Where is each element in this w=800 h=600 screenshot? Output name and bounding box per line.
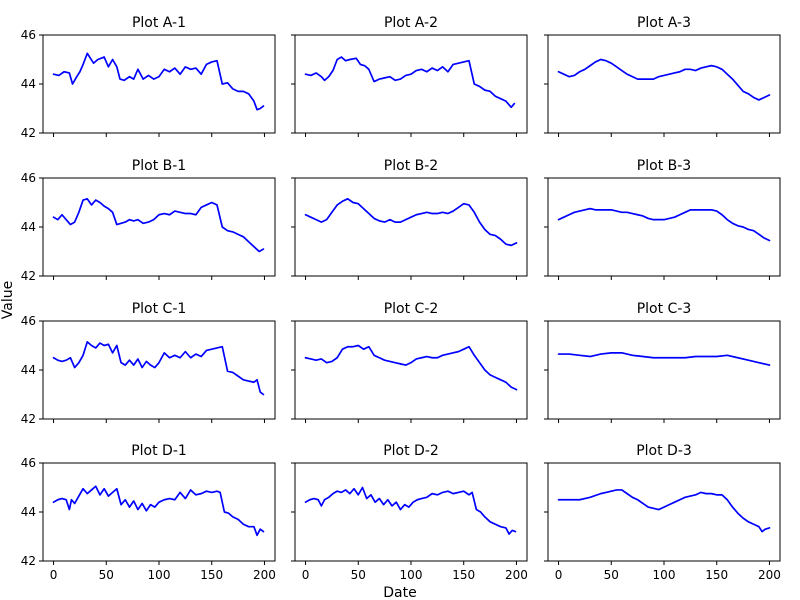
x-tick-label: 150	[200, 568, 223, 582]
series-line	[52, 197, 265, 253]
x-tick-label: 100	[653, 568, 676, 582]
x-tick-label: 0	[555, 568, 563, 582]
subplot-title: Plot D-3	[636, 443, 692, 459]
subplot-plot-b-2: Plot B-2	[291, 158, 528, 280]
plot-frame	[547, 462, 781, 562]
x-tick-label: 200	[505, 568, 528, 582]
y-tick-label: 46	[21, 28, 36, 42]
plot-frame	[294, 320, 528, 420]
y-tick-label: 44	[21, 505, 36, 519]
x-tick-label: 50	[99, 568, 114, 582]
subplot-title: Plot A-2	[384, 15, 438, 31]
series-line	[52, 340, 265, 396]
plot-frame	[547, 320, 781, 420]
x-tick-label: 200	[253, 568, 276, 582]
series-line	[557, 489, 771, 533]
subplot-title: Plot B-2	[384, 158, 438, 174]
y-tick-label: 46	[21, 171, 36, 185]
x-tick-label: 200	[758, 568, 781, 582]
subplot-title: Plot B-3	[637, 158, 691, 174]
plot-frame	[42, 462, 276, 562]
plot-frame	[42, 34, 276, 134]
subplot-plot-c-2: Plot C-2	[291, 301, 528, 423]
subplot-title: Plot C-2	[384, 301, 439, 317]
subplot-title: Plot A-3	[637, 15, 691, 31]
x-tick-label: 100	[148, 568, 171, 582]
y-tick-label: 44	[21, 77, 36, 91]
subplot-plot-a-1: Plot A-1 42 44 46	[21, 15, 276, 140]
x-tick-label: 150	[705, 568, 728, 582]
plot-frame	[547, 177, 781, 277]
plot-frame	[294, 177, 528, 277]
subplot-plot-a-2: Plot A-2	[291, 15, 528, 137]
y-tick-label: 42	[21, 554, 36, 568]
subplot-plot-a-3: Plot A-3	[544, 15, 781, 137]
subplot-plot-d-2: Plot D-2 0 50 100 150 200	[291, 443, 528, 582]
y-tick-label: 44	[21, 220, 36, 234]
subplot-title: Plot C-1	[132, 301, 187, 317]
y-tick-label: 46	[21, 456, 36, 470]
y-tick-label: 42	[21, 269, 36, 283]
series-line	[52, 52, 265, 111]
subplot-plot-c-1: Plot C-1 42 44 46	[21, 301, 276, 426]
x-tick-label: 50	[604, 568, 619, 582]
series-line	[304, 197, 518, 247]
plot-frame	[547, 34, 781, 134]
plot-frame	[294, 34, 528, 134]
subplot-grid: Plot A-1 42 44 46 Plot A-2 Plot A-3 Plot B-1 42…	[21, 15, 781, 582]
y-tick-label: 44	[21, 363, 36, 377]
y-tick-label: 42	[21, 126, 36, 140]
series-line	[557, 58, 771, 101]
subplot-plot-b-3: Plot B-3	[544, 158, 781, 280]
y-tick-label: 42	[21, 412, 36, 426]
series-line	[557, 352, 771, 366]
x-tick-label: 50	[351, 568, 366, 582]
subplot-title: Plot D-2	[383, 443, 439, 459]
x-tick-label: 100	[400, 568, 423, 582]
subplot-plot-c-3: Plot C-3	[544, 301, 781, 423]
series-line	[304, 56, 516, 109]
y-tick-label: 46	[21, 314, 36, 328]
subplot-title: Plot D-1	[131, 443, 187, 459]
series-line	[52, 485, 265, 537]
x-tick-label: 150	[452, 568, 475, 582]
subplot-title: Plot B-1	[132, 158, 186, 174]
subplot-title: Plot A-1	[132, 15, 186, 31]
subplot-plot-b-1: Plot B-1 42 44 46	[21, 158, 276, 283]
plot-frame	[42, 320, 276, 420]
x-tick-label: 0	[50, 568, 58, 582]
series-line	[304, 486, 517, 535]
y-axis-label: Value	[0, 281, 16, 319]
subplot-plot-d-3: Plot D-3 0 50 100 150 200	[544, 443, 781, 582]
x-axis-label: Date	[383, 585, 416, 600]
x-tick-label: 0	[302, 568, 310, 582]
plot-frame	[294, 462, 528, 562]
series-line	[557, 207, 771, 242]
plot-frame	[42, 177, 276, 277]
subplot-title: Plot C-3	[637, 301, 692, 317]
subplot-plot-d-1: Plot D-1 42 44 46 0 50 100 150 200	[21, 443, 276, 582]
series-line	[304, 344, 518, 391]
